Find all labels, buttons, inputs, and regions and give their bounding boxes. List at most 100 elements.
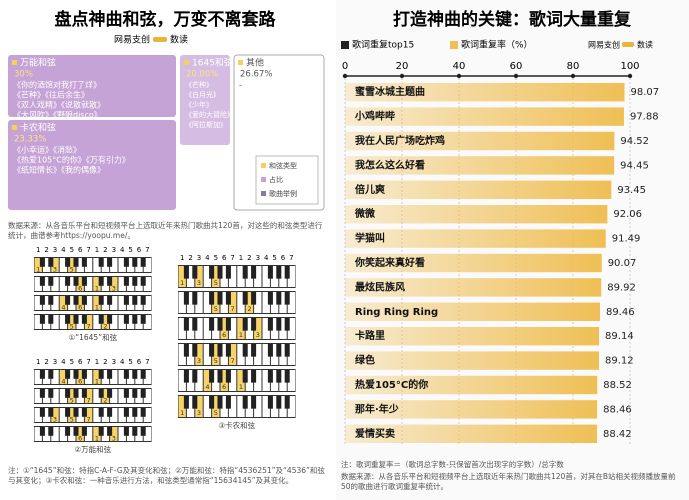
white-key	[237, 266, 245, 287]
white-key	[101, 427, 110, 441]
white-key	[76, 315, 84, 329]
legend-title: 歌词重复top15	[352, 39, 414, 51]
value-label: 94.52	[620, 136, 649, 147]
black-key	[192, 292, 198, 305]
tick-mark	[627, 73, 633, 79]
white-key	[126, 315, 135, 329]
white-key	[195, 344, 203, 365]
legend-label: 歌曲举例	[269, 189, 297, 198]
category-label: 爱情买卖	[355, 427, 395, 440]
key-label: 5	[70, 396, 74, 404]
block-share: 26.67%	[240, 70, 272, 80]
white-key	[220, 318, 228, 339]
black-key	[48, 296, 54, 305]
key-label: 6	[78, 303, 82, 311]
black-key	[39, 296, 45, 305]
black-key	[217, 318, 223, 331]
category-label: 最炫民族风	[355, 280, 405, 293]
white-key	[262, 370, 270, 391]
key-label: 3	[197, 279, 201, 287]
white-key	[237, 370, 245, 391]
white-key	[186, 318, 195, 339]
black-key	[81, 408, 87, 417]
white-key	[178, 266, 186, 287]
bar	[345, 107, 624, 126]
black-key	[132, 296, 138, 305]
white-key	[203, 266, 212, 287]
scale-number: 1	[95, 358, 99, 366]
black-key	[251, 396, 257, 409]
white-key	[220, 370, 228, 391]
white-key	[135, 277, 143, 291]
legend-swatch	[261, 163, 266, 168]
white-key	[195, 370, 203, 391]
black-key	[183, 344, 189, 357]
scale-number: 6	[78, 358, 83, 366]
black-key	[98, 315, 104, 324]
key-label: 1	[95, 303, 99, 311]
white-key	[101, 277, 110, 291]
key-label: 7	[231, 305, 235, 313]
black-key	[225, 370, 231, 383]
white-key	[59, 389, 68, 403]
white-key	[84, 427, 93, 441]
white-key	[110, 277, 118, 291]
black-key	[140, 389, 146, 398]
black-key	[132, 258, 138, 267]
scale-number: 2	[247, 254, 251, 262]
white-key	[126, 277, 135, 291]
scale-number: 4	[61, 358, 66, 366]
key-label: 3	[53, 265, 57, 273]
black-key	[107, 296, 113, 305]
black-key	[267, 318, 273, 331]
category-label: 微微	[354, 207, 376, 220]
white-key	[237, 318, 245, 339]
white-key	[270, 266, 279, 287]
white-key	[118, 296, 126, 310]
block-song: 《热爱105°C的你》《万有引力》	[13, 155, 130, 165]
tick-mark	[570, 73, 576, 79]
black-key	[123, 296, 129, 305]
white-key	[51, 427, 59, 441]
category-label: 倍儿爽	[355, 183, 385, 196]
black-key	[123, 258, 129, 267]
black-key	[107, 427, 113, 436]
white-key	[220, 344, 228, 365]
black-key	[276, 266, 282, 279]
white-key	[51, 370, 59, 384]
legend-swatch	[261, 191, 266, 196]
black-key	[267, 370, 273, 383]
scale-number: 4	[61, 246, 66, 254]
black-key	[242, 292, 248, 305]
key-label: 1	[180, 279, 184, 287]
white-key	[101, 296, 110, 310]
block-song: 《芒种》	[185, 80, 213, 89]
black-key	[217, 292, 223, 305]
white-key	[76, 296, 84, 310]
black-key	[209, 266, 215, 279]
white-key	[228, 370, 237, 391]
block-song: 《爱的大冒险》	[185, 110, 234, 119]
bar	[345, 351, 599, 370]
black-key	[140, 258, 146, 267]
black-key	[140, 408, 146, 417]
white-key	[51, 258, 59, 272]
black-key	[183, 266, 189, 279]
black-key	[192, 318, 198, 331]
black-key	[39, 408, 45, 417]
white-key	[42, 408, 51, 422]
black-key	[225, 318, 231, 331]
white-key	[76, 389, 84, 403]
scale-number: 6	[281, 254, 286, 262]
white-key	[110, 315, 118, 329]
white-key	[270, 396, 279, 417]
white-key	[245, 344, 254, 365]
white-key	[101, 408, 110, 422]
bar	[345, 83, 625, 102]
block-icon	[12, 60, 17, 65]
white-key	[203, 396, 212, 417]
black-key	[48, 370, 54, 379]
key-label: 7	[87, 322, 91, 330]
scale-number: 6	[222, 254, 227, 262]
tick-mark	[456, 73, 462, 79]
